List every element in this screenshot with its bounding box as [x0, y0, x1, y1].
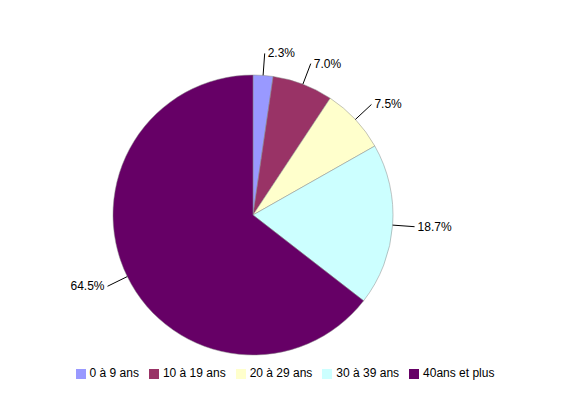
html-text:0 à 9 ans: 0 à 9 ans [89, 366, 139, 380]
svg-text:2.3%: 2.3% [268, 46, 296, 60]
html-text:20 à 29 ans: 20 à 29 ans [249, 366, 313, 380]
html-text:40ans et plus: 40ans et plus [423, 366, 495, 380]
svg-text:18.7%: 18.7% [418, 220, 452, 234]
svg-text:64.5%: 64.5% [70, 279, 104, 293]
svg-text:7.5%: 7.5% [374, 97, 402, 111]
svg-text:7.0%: 7.0% [314, 57, 342, 71]
html-text:10 à 19 ans: 10 à 19 ans [162, 366, 226, 380]
html-text:30 à 39 ans: 30 à 39 ans [336, 366, 400, 380]
